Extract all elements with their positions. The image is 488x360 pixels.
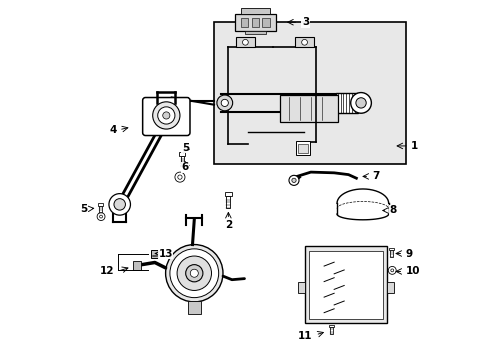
Bar bbox=[296, 141, 309, 155]
Circle shape bbox=[114, 199, 125, 210]
Circle shape bbox=[169, 249, 218, 298]
Circle shape bbox=[350, 93, 370, 113]
Text: 4: 4 bbox=[110, 125, 117, 135]
Bar bbox=[150, 250, 158, 258]
Circle shape bbox=[288, 175, 298, 185]
Bar bbox=[388, 248, 393, 250]
Text: 9: 9 bbox=[405, 248, 412, 258]
Circle shape bbox=[158, 107, 175, 124]
Circle shape bbox=[97, 213, 105, 221]
Circle shape bbox=[221, 99, 228, 107]
Bar bbox=[386, 282, 393, 293]
Bar bbox=[133, 261, 140, 270]
Bar bbox=[214, 22, 405, 164]
Circle shape bbox=[178, 175, 182, 179]
Bar bbox=[298, 144, 308, 153]
Text: 12: 12 bbox=[100, 266, 115, 276]
Bar bbox=[179, 152, 185, 156]
Text: 13: 13 bbox=[158, 248, 173, 258]
Circle shape bbox=[185, 265, 203, 282]
Circle shape bbox=[109, 194, 130, 215]
Bar bbox=[251, 18, 258, 27]
Circle shape bbox=[152, 102, 180, 129]
Circle shape bbox=[291, 178, 296, 183]
Circle shape bbox=[165, 244, 223, 302]
Text: 5: 5 bbox=[182, 143, 188, 153]
Text: 3: 3 bbox=[301, 17, 308, 27]
Bar bbox=[298, 282, 304, 293]
Circle shape bbox=[242, 40, 248, 45]
Text: 5: 5 bbox=[80, 204, 87, 214]
Bar bbox=[99, 206, 102, 213]
Bar bbox=[294, 37, 314, 47]
Bar bbox=[226, 196, 230, 208]
Circle shape bbox=[217, 95, 232, 111]
Bar bbox=[304, 246, 386, 323]
Text: 7: 7 bbox=[371, 171, 378, 181]
Circle shape bbox=[301, 40, 307, 45]
Bar bbox=[241, 18, 247, 27]
Bar bbox=[280, 95, 337, 122]
Bar bbox=[335, 93, 357, 113]
Circle shape bbox=[175, 172, 184, 182]
Text: 10: 10 bbox=[405, 266, 420, 276]
Text: 2: 2 bbox=[224, 220, 231, 230]
Circle shape bbox=[100, 215, 102, 218]
Bar bbox=[262, 18, 269, 27]
Circle shape bbox=[387, 266, 395, 274]
Circle shape bbox=[390, 269, 393, 272]
Bar bbox=[240, 8, 269, 14]
Bar bbox=[244, 31, 265, 34]
Text: 11: 11 bbox=[298, 331, 312, 341]
Bar bbox=[235, 37, 255, 47]
Bar bbox=[389, 250, 392, 257]
Bar bbox=[98, 203, 103, 206]
Bar bbox=[308, 251, 382, 319]
Circle shape bbox=[355, 98, 366, 108]
Bar bbox=[187, 301, 201, 315]
Bar bbox=[329, 327, 332, 334]
Text: 1: 1 bbox=[410, 141, 418, 151]
Bar bbox=[180, 156, 184, 166]
Text: 6: 6 bbox=[182, 162, 188, 172]
Circle shape bbox=[163, 112, 169, 119]
Bar bbox=[234, 14, 275, 31]
Circle shape bbox=[177, 256, 211, 291]
Circle shape bbox=[190, 269, 198, 277]
Bar bbox=[328, 325, 333, 327]
Text: 8: 8 bbox=[389, 206, 396, 216]
Bar bbox=[224, 192, 231, 196]
FancyBboxPatch shape bbox=[142, 98, 190, 135]
